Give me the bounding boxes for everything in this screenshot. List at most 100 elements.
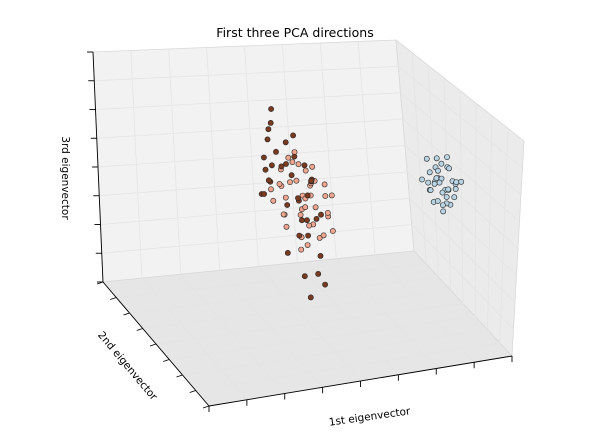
scatter-point-cluster-2 bbox=[260, 154, 267, 161]
scatter-point-cluster-2 bbox=[315, 270, 322, 277]
y-axis-tick bbox=[123, 312, 130, 316]
scatter-point-cluster-0 bbox=[451, 194, 458, 201]
scatter-point-cluster-1 bbox=[304, 242, 311, 248]
scatter-point-cluster-0 bbox=[427, 187, 434, 193]
scatter-point-cluster-2 bbox=[264, 136, 271, 143]
grid-line bbox=[411, 52, 427, 265]
grid-line bbox=[95, 92, 401, 110]
scatter-point-cluster-2 bbox=[308, 177, 314, 184]
scatter-point-cluster-2 bbox=[278, 163, 285, 170]
scatter-point-cluster-2 bbox=[262, 166, 269, 173]
axes-ticks bbox=[87, 51, 513, 412]
grid-line bbox=[427, 65, 439, 278]
grid-line bbox=[400, 92, 522, 196]
scatter-point-cluster-0 bbox=[434, 198, 441, 204]
y-axis-label: 2nd eigenvector bbox=[95, 329, 160, 403]
grid-line bbox=[374, 254, 475, 363]
y-axis-tick bbox=[163, 359, 170, 362]
scatter-point-cluster-0 bbox=[431, 180, 438, 187]
grid-line bbox=[335, 258, 437, 369]
grid-line bbox=[281, 44, 298, 263]
scatter-point-cluster-2 bbox=[288, 172, 295, 179]
scatter-point-cluster-1 bbox=[283, 223, 290, 230]
scatter-point-cluster-0 bbox=[435, 167, 441, 174]
grid-line bbox=[116, 263, 427, 298]
scatter-point-cluster-2 bbox=[267, 120, 274, 126]
grid-line bbox=[96, 118, 403, 139]
scatter-point-cluster-2 bbox=[304, 192, 311, 199]
scatter-point-cluster-2 bbox=[301, 162, 308, 169]
scatter-point-cluster-1 bbox=[306, 222, 312, 229]
scatter-point-cluster-1 bbox=[329, 228, 336, 234]
scatter-point-cluster-2 bbox=[295, 195, 301, 201]
grid-line bbox=[155, 303, 464, 345]
y-axis-tick bbox=[136, 328, 143, 331]
y-axis-tick bbox=[149, 343, 157, 347]
scatter-point-cluster-2 bbox=[265, 126, 272, 133]
scatter-point-cluster-0 bbox=[446, 165, 452, 172]
scatter-point-cluster-1 bbox=[285, 154, 292, 161]
back-pane bbox=[92, 39, 415, 283]
y-axis-tick bbox=[189, 390, 196, 393]
scatter-point-cluster-2 bbox=[291, 153, 298, 160]
scatter-point-cluster-1 bbox=[302, 167, 309, 174]
scatter-point-cluster-1 bbox=[289, 159, 296, 165]
scatter-point-cluster-1 bbox=[324, 209, 331, 216]
scatter-point-cluster-2 bbox=[317, 252, 324, 259]
scatter-point-cluster-0 bbox=[433, 175, 440, 182]
grid-line bbox=[402, 118, 520, 222]
scatter-point-cluster-0 bbox=[425, 179, 432, 186]
scatter-point-cluster-2 bbox=[268, 106, 274, 112]
scatter-point-cluster-0 bbox=[458, 178, 465, 185]
scatter-point-cluster-2 bbox=[284, 202, 291, 208]
scatter-point-cluster-1 bbox=[297, 211, 304, 218]
scatter-point-cluster-2 bbox=[296, 232, 303, 239]
grid-line bbox=[404, 145, 519, 249]
scatter-point-cluster-1 bbox=[276, 181, 283, 187]
scatter-point-cluster-2 bbox=[304, 217, 310, 224]
grid-line bbox=[142, 289, 451, 329]
grid-line bbox=[129, 276, 439, 314]
scatter-point-cluster-0 bbox=[419, 176, 425, 183]
scatter-point-cluster-1 bbox=[321, 181, 328, 188]
scatter-point-cluster-0 bbox=[453, 179, 460, 185]
y-axis-tick bbox=[202, 405, 210, 409]
scatter-point-cluster-0 bbox=[423, 155, 430, 162]
scatter-point-cluster-1 bbox=[312, 204, 319, 211]
scatter-point-cluster-2 bbox=[305, 232, 311, 239]
scatter-point-cluster-0 bbox=[426, 169, 433, 176]
scatter-point-cluster-0 bbox=[443, 194, 450, 200]
scatter-point-cluster-0 bbox=[438, 160, 445, 167]
scatter-point-cluster-1 bbox=[298, 246, 305, 253]
scatter-point-cluster-2 bbox=[318, 211, 324, 218]
scatter-point-cluster-1 bbox=[287, 179, 293, 185]
scatter-point-cluster-1 bbox=[328, 192, 335, 199]
grid-line bbox=[357, 41, 376, 255]
scatter-point-cluster-0 bbox=[439, 189, 446, 196]
chart-title: First three PCA directions bbox=[216, 25, 373, 40]
x-axis-label: 1st eigenvector bbox=[328, 405, 412, 428]
scatter-point-cluster-2 bbox=[283, 161, 289, 167]
scatter-point-cluster-2 bbox=[284, 249, 291, 256]
y-axis-tick bbox=[110, 297, 117, 300]
y-axis-tick bbox=[96, 281, 104, 285]
scatter-point-cluster-2 bbox=[322, 281, 328, 288]
scatter-point-cluster-1 bbox=[322, 193, 329, 199]
scatter-point-cluster-1 bbox=[295, 161, 302, 168]
y-axis-tick bbox=[176, 374, 183, 378]
z-axis-label: 3rd eigenvector bbox=[59, 136, 71, 220]
scatter-point-cluster-1 bbox=[282, 194, 289, 201]
axes-panes bbox=[92, 39, 525, 407]
scatter-point-cluster-0 bbox=[445, 186, 452, 193]
scatter-point-cluster-2 bbox=[268, 162, 275, 169]
scatter-point-cluster-2 bbox=[273, 148, 279, 155]
scatter-point-cluster-0 bbox=[452, 186, 459, 192]
scatter-point-cluster-2 bbox=[301, 273, 308, 280]
grid-line bbox=[97, 145, 406, 168]
grid-line bbox=[297, 262, 399, 376]
scatter-point-cluster-2 bbox=[265, 177, 272, 184]
scatter-point-cluster-2 bbox=[313, 215, 320, 222]
scatter-point-cluster-2 bbox=[307, 294, 314, 301]
scatter-point-cluster-0 bbox=[440, 208, 447, 215]
